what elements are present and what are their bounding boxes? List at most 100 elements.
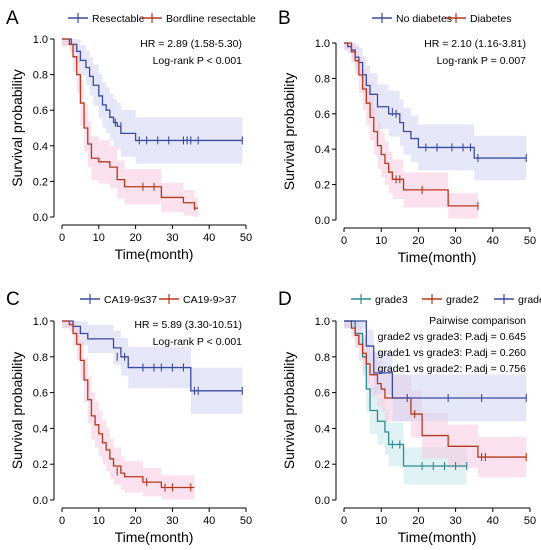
annotation: HR = 5.89 (3.30-10.51) xyxy=(134,319,242,331)
ci-band-red xyxy=(351,321,356,338)
legend-label: Resectable xyxy=(92,13,145,25)
y-tick-label: 0.8 xyxy=(315,352,330,364)
y-tick-label: 0.8 xyxy=(315,73,330,85)
annotation: grade1 vs grade2: P.adj = 0.756 xyxy=(378,363,527,375)
y-tick-label: 0.4 xyxy=(33,423,48,435)
x-tick-label: 20 xyxy=(412,235,424,247)
km-curve-blue xyxy=(62,320,243,392)
panel-b: B 0.0 0.2 0.4 0.6 0.8 1.0 0 10 20 30 40 50 Time(month… xyxy=(278,8,536,265)
x-tick-label: 10 xyxy=(375,235,387,247)
y-tick-label: 1.0 xyxy=(315,316,330,328)
legend-label: grade2 xyxy=(446,294,479,306)
panel-c: C 0.0 0.2 0.4 0.6 0.8 1.0 0 10 20 30 40 50 Time(month… xyxy=(6,289,252,545)
x-axis-label: Time(month) xyxy=(398,529,477,545)
x-tick-label: 0 xyxy=(59,232,65,244)
x-tick-label: 40 xyxy=(203,232,215,244)
y-tick-label: 0.2 xyxy=(315,459,330,471)
annotation: grade2 vs grade3: P.adj = 0.645 xyxy=(378,331,527,343)
x-axis-label: Time(month) xyxy=(398,249,477,265)
annotation: grade1 vs grade3: P.adj = 0.260 xyxy=(378,347,527,359)
y-tick-label: 0.4 xyxy=(315,423,330,435)
ci-band-red xyxy=(351,43,356,63)
x-tick-label: 20 xyxy=(412,515,424,527)
x-tick-label: 50 xyxy=(240,232,252,244)
x-tick-label: 0 xyxy=(341,235,347,247)
x-tick-label: 20 xyxy=(129,232,141,244)
y-tick-label: 0.4 xyxy=(33,141,48,153)
x-tick-label: 10 xyxy=(375,515,387,527)
legend-label: No diabetes xyxy=(396,13,452,25)
y-tick-label: 0.6 xyxy=(33,388,48,400)
ci-band-red xyxy=(62,39,70,47)
annotation: HR = 2.89 (1.58-5.30) xyxy=(140,38,242,50)
panel-label: D xyxy=(278,289,292,310)
km-curve-teal xyxy=(344,320,467,467)
y-tick-label: 0.6 xyxy=(315,109,330,121)
x-tick-label: 40 xyxy=(203,515,215,527)
y-tick-label: 0.2 xyxy=(33,176,48,188)
panel-label: B xyxy=(278,8,291,29)
x-tick-label: 0 xyxy=(341,515,347,527)
y-tick-label: 0.4 xyxy=(315,144,330,156)
x-tick-label: 30 xyxy=(166,232,178,244)
y-axis-label: Survival probability xyxy=(9,352,25,470)
y-tick-label: 1.0 xyxy=(315,38,330,50)
x-tick-label: 10 xyxy=(93,232,105,244)
km-curve-blue xyxy=(62,38,243,142)
legend-label: grade3 xyxy=(375,294,408,306)
y-tick-label: 0.6 xyxy=(33,105,48,117)
legend-label: grade1 xyxy=(518,294,541,306)
ci-band-red xyxy=(69,321,74,332)
x-tick-label: 30 xyxy=(449,235,461,247)
annotation: Log-rank P < 0.001 xyxy=(153,336,243,348)
y-tick-label: 0.0 xyxy=(33,495,48,507)
x-axis-label: Time(month) xyxy=(115,529,194,545)
y-tick-label: 0.8 xyxy=(33,352,48,364)
panel-d: D 0.0 0.2 0.4 0.6 0.8 1.0 0 10 20 30 40 50 Time(month… xyxy=(278,289,541,545)
km-curve-red xyxy=(62,320,195,489)
x-tick-label: 0 xyxy=(59,515,65,527)
x-tick-label: 50 xyxy=(240,515,252,527)
y-tick-label: 0.2 xyxy=(315,180,330,192)
y-tick-label: 1.0 xyxy=(33,34,48,46)
panel-a: A 0.0 0.2 0.4 0.6 0.8 1.0 0 10 20 30 40 50 Time(month… xyxy=(6,8,256,262)
x-tick-label: 10 xyxy=(93,515,105,527)
annotation: HR = 2.10 (1.16-3.81) xyxy=(424,38,526,50)
legend-label: CA19-9>37 xyxy=(183,294,237,306)
annotation: Log-rank P < 0.001 xyxy=(153,55,243,67)
y-tick-label: 0.0 xyxy=(315,495,330,507)
km-curve-red xyxy=(344,320,527,458)
km-curve-red xyxy=(62,38,199,209)
ci-band-red xyxy=(194,197,199,217)
legend-label: Diabetes xyxy=(470,13,511,25)
x-tick-label: 40 xyxy=(487,515,499,527)
y-axis-label: Survival probability xyxy=(9,69,25,187)
x-tick-label: 30 xyxy=(166,515,178,527)
x-tick-label: 50 xyxy=(524,235,536,247)
km-curve-red xyxy=(344,42,478,207)
y-axis-label: Survival probability xyxy=(281,73,297,191)
x-tick-label: 30 xyxy=(449,515,461,527)
panel-label: C xyxy=(6,289,20,310)
x-axis-label: Time(month) xyxy=(115,246,194,262)
annotation: Log-rank P = 0.007 xyxy=(437,55,527,67)
y-tick-label: 0.2 xyxy=(33,459,48,471)
km-curve-blue xyxy=(344,320,527,399)
legend-label: Bordline resectable xyxy=(166,13,256,25)
y-tick-label: 0.6 xyxy=(315,388,330,400)
x-tick-label: 50 xyxy=(524,515,536,527)
y-tick-label: 0.0 xyxy=(33,212,48,224)
y-tick-label: 0.0 xyxy=(315,215,330,227)
x-tick-label: 40 xyxy=(487,235,499,247)
y-axis-label: Survival probability xyxy=(281,352,297,470)
x-tick-label: 20 xyxy=(129,515,141,527)
ci-band-red xyxy=(62,321,70,329)
legend-label: CA19-9≤37 xyxy=(104,294,157,306)
annotation: Pairwise comparison xyxy=(429,315,526,327)
y-tick-label: 1.0 xyxy=(33,316,48,328)
ci-band-red xyxy=(69,39,74,53)
panel-label: A xyxy=(6,8,19,29)
km-curve-blue xyxy=(344,42,527,159)
y-tick-label: 0.8 xyxy=(33,70,48,82)
